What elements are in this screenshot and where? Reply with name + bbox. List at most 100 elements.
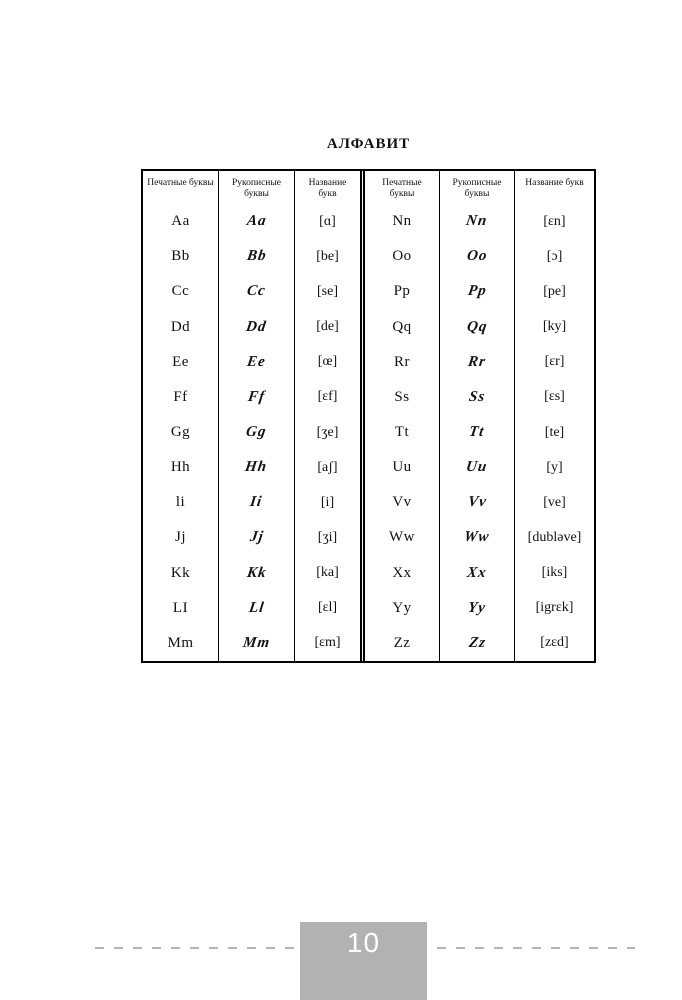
letter-name-cell: [ɛf] xyxy=(317,389,338,405)
cursive-letter: Pp xyxy=(466,283,488,300)
letter-name-cell: [aʃ] xyxy=(317,459,338,475)
printed-letter-cell: Oo xyxy=(392,248,412,265)
printed-letter-cell: Bb xyxy=(171,248,190,265)
cursive-letter-cell: Uu xyxy=(440,450,514,485)
column-cursive-letters-right: Рукописные буквы Nn Oo Pp Qq Rr Ss Tt Uu… xyxy=(439,171,514,661)
printed-letter-cell: Nn xyxy=(392,213,412,230)
letter-name-cell: [pe] xyxy=(543,283,566,299)
column-header-names: Название букв xyxy=(525,178,584,188)
cursive-letter: Zz xyxy=(467,634,487,651)
cursive-letter-cell: Qq xyxy=(440,309,514,344)
printed-letter-cell: Ff xyxy=(173,388,188,405)
column-header-printed: Печатные буквы xyxy=(382,178,422,199)
letter-name-cell: [ɛl] xyxy=(317,600,338,616)
cursive-letter-cell: Mm xyxy=(219,626,294,661)
printed-letter-cell: Uu xyxy=(392,459,412,476)
cursive-letter-cell: Bb xyxy=(219,239,294,274)
cursive-letter: Ss xyxy=(467,388,487,405)
cursive-letter-cell: Ll xyxy=(219,591,294,626)
printed-letter-cell: Ww xyxy=(389,529,415,546)
column-printed-letters-right: Печатные буквы Nn Oo Pp Qq Rr Ss Tt Uu V… xyxy=(365,171,439,661)
cursive-letter-cell: Dd xyxy=(219,309,294,344)
table-left-half: Печатные буквы Aa Bb Cc Dd Ee Ff Gg Hh l… xyxy=(143,171,365,661)
letter-name-cell: [ɛs] xyxy=(544,389,565,405)
printed-letter-cell: LI xyxy=(172,599,189,616)
cursive-letter: Uu xyxy=(465,459,489,476)
letter-name-cell: [se] xyxy=(317,283,338,299)
letter-name-cell: [zɛd] xyxy=(540,635,569,651)
cursive-letter-cell: Ee xyxy=(219,345,294,380)
cursive-letter: Ll xyxy=(247,599,266,616)
cursive-letter-cell: Hh xyxy=(219,450,294,485)
alphabet-table: Печатные буквы Aa Bb Cc Dd Ee Ff Gg Hh l… xyxy=(141,169,596,663)
cursive-letter: Jj xyxy=(248,529,265,546)
cursive-letter-cell: Nn xyxy=(440,204,514,239)
printed-letter-cell: li xyxy=(175,494,186,511)
letter-name-cell: [de] xyxy=(316,319,339,335)
printed-letter-cell: Vv xyxy=(392,494,412,511)
cursive-letter-cell: Jj xyxy=(219,520,294,555)
printed-letter-cell: Gg xyxy=(170,424,191,441)
column-header-printed: Печатные буквы xyxy=(147,178,214,188)
letter-name-cell: [y] xyxy=(546,459,563,475)
cursive-letter: Qq xyxy=(465,318,489,335)
printed-letter-cell: Mm xyxy=(167,634,194,651)
printed-letter-cell: Ss xyxy=(394,388,410,405)
cursive-letter-cell: Vv xyxy=(440,485,514,520)
letter-name-cell: [te] xyxy=(544,424,565,440)
cursive-letter: Mm xyxy=(241,634,272,651)
letter-name-cell: [i] xyxy=(320,494,335,510)
column-letter-names-left: Название букв [ɑ] [be] [se] [de] [œ] [ɛf… xyxy=(294,171,360,661)
letter-name-cell: [ʒe] xyxy=(316,424,339,440)
cursive-letter-cell: Zz xyxy=(440,626,514,661)
cursive-letter-cell: Ff xyxy=(219,380,294,415)
column-header-cursive: Рукописные буквы xyxy=(232,178,281,199)
printed-letter-cell: Xx xyxy=(392,564,412,581)
printed-letter-cell: Aa xyxy=(171,213,190,230)
cursive-letter: Vv xyxy=(466,494,488,511)
cursive-letter: Oo xyxy=(465,248,489,265)
letter-name-cell: [ve] xyxy=(543,494,566,510)
column-letter-names-right: Название букв [ɛn] [ɔ] [pe] [ky] [ɛr] [ɛ… xyxy=(514,171,594,661)
cursive-letter-cell: Rr xyxy=(440,345,514,380)
cursive-letter: Ff xyxy=(246,388,267,405)
cursive-letter: Ww xyxy=(463,529,491,546)
printed-letter-cell: Dd xyxy=(170,318,191,335)
page-title: АЛФАВИТ xyxy=(326,136,411,152)
printed-letter-cell: Qq xyxy=(392,318,412,335)
cursive-letter: Xx xyxy=(466,564,488,581)
page-number: 10 xyxy=(346,927,381,958)
cursive-letter: Gg xyxy=(245,424,268,441)
cursive-letter-cell: Pp xyxy=(440,274,514,309)
letter-name-cell: [be] xyxy=(316,248,339,264)
cursive-letter-cell: Cc xyxy=(219,274,294,309)
cursive-letter-cell: Ww xyxy=(440,520,514,555)
cursive-letter: Hh xyxy=(244,459,269,476)
printed-letter-cell: Rr xyxy=(394,353,410,370)
letter-name-cell: [ʒi] xyxy=(317,529,338,545)
letter-name-cell: [ɑ] xyxy=(319,213,336,229)
cursive-letter: Dd xyxy=(245,318,268,335)
cursive-letter-cell: Kk xyxy=(219,556,294,591)
page-number-badge: 10 xyxy=(300,922,427,1000)
cursive-letter: Ee xyxy=(246,353,268,370)
letter-name-cell: [ɛm] xyxy=(314,635,341,651)
letter-name-cell: [igrɛk] xyxy=(535,600,574,616)
letter-name-cell: [ka] xyxy=(316,565,339,581)
letter-name-cell: [ɛn] xyxy=(543,213,566,229)
column-cursive-letters-left: Рукописные буквы Aa Bb Cc Dd Ee Ff Gg Hh… xyxy=(218,171,294,661)
column-printed-letters-left: Печатные буквы Aa Bb Cc Dd Ee Ff Gg Hh l… xyxy=(143,171,218,661)
printed-letter-cell: Hh xyxy=(170,459,191,476)
cursive-letter: Nn xyxy=(465,213,489,230)
cursive-letter-cell: Yy xyxy=(440,591,514,626)
column-header-names: Название букв xyxy=(308,178,347,199)
cursive-letter: Yy xyxy=(467,599,488,616)
printed-letter-cell: Cc xyxy=(171,283,190,300)
cursive-letter-cell: Xx xyxy=(440,556,514,591)
column-header-cursive: Рукописные буквы xyxy=(452,178,502,199)
cursive-letter: Tt xyxy=(468,424,486,441)
cursive-letter: Aa xyxy=(245,213,268,230)
letter-name-cell: [ɛr] xyxy=(544,354,565,370)
printed-letter-cell: Pp xyxy=(393,283,411,300)
